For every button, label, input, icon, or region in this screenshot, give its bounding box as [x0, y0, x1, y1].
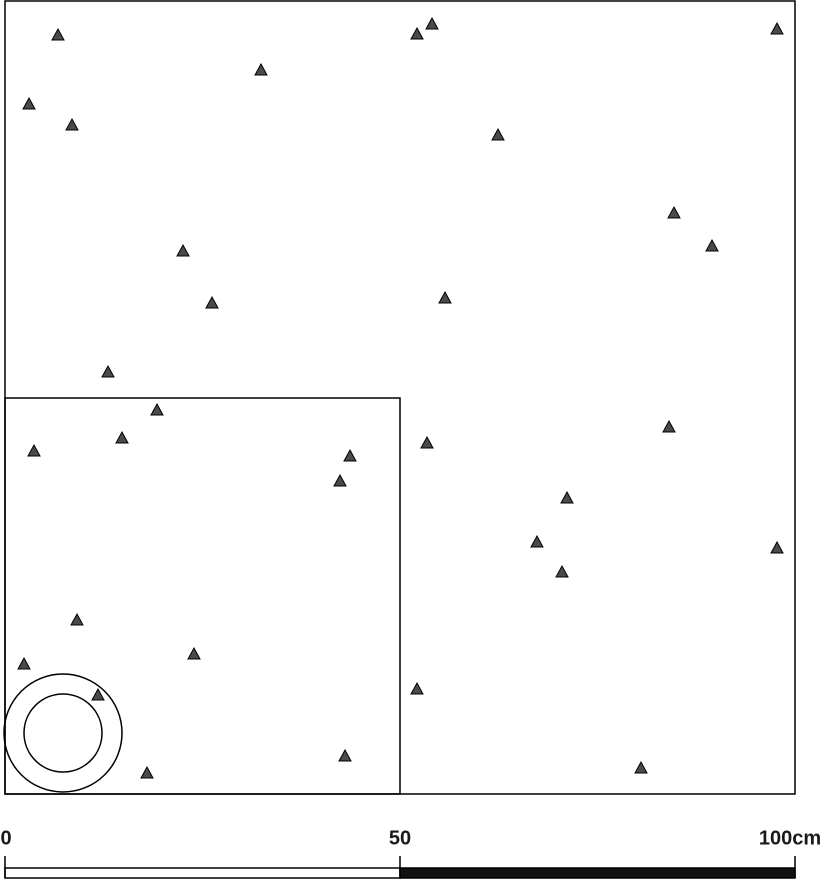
scale-bar: 0 50 100cm: [0, 827, 821, 879]
scale-label: 100cm: [759, 827, 821, 849]
point: [70, 613, 84, 626]
point: [22, 97, 36, 110]
point: [150, 403, 164, 416]
point: [634, 761, 648, 774]
point: [176, 244, 190, 257]
point: [51, 28, 65, 41]
point: [140, 766, 154, 779]
scale-segment-light: [4, 867, 401, 879]
point: [254, 63, 268, 76]
point: [530, 535, 544, 548]
point: [17, 657, 31, 670]
point: [420, 436, 434, 449]
point: [410, 27, 424, 40]
point: [333, 474, 347, 487]
scale-segment-dark: [399, 867, 796, 879]
point: [438, 291, 452, 304]
point: [770, 22, 784, 35]
point: [667, 206, 681, 219]
point: [410, 682, 424, 695]
subplot-border: [4, 397, 401, 795]
point: [91, 688, 105, 701]
point: [555, 565, 569, 578]
point: [491, 128, 505, 141]
scale-label: 50: [389, 827, 411, 849]
scale-label: 0: [0, 827, 11, 849]
point: [115, 431, 129, 444]
point: [343, 449, 357, 462]
point: [65, 118, 79, 131]
point: [27, 444, 41, 457]
outer-circle: [3, 673, 123, 793]
point: [560, 491, 574, 504]
point: [770, 541, 784, 554]
point: [187, 647, 201, 660]
inner-circle: [23, 693, 103, 773]
point: [101, 365, 115, 378]
point: [205, 296, 219, 309]
point: [425, 17, 439, 30]
point: [705, 239, 719, 252]
point: [662, 420, 676, 433]
point: [338, 749, 352, 762]
